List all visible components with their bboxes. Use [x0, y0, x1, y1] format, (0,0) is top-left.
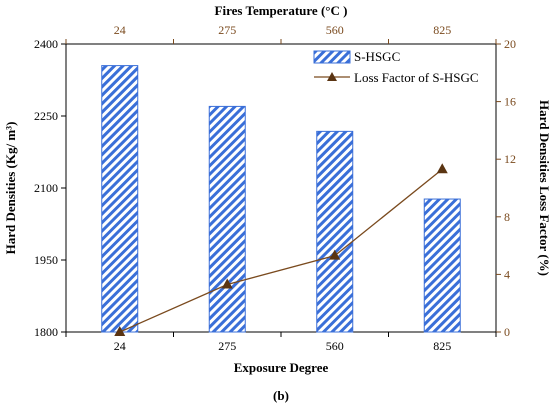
loss-factor-point-825 [436, 163, 448, 174]
y-right-tick-label: 4 [504, 267, 510, 281]
y-left-tick-label: 2250 [34, 109, 58, 123]
y-left-tick-label: 1800 [34, 325, 58, 339]
bar-825 [423, 198, 461, 333]
x-top-tick-label: 275 [218, 23, 236, 37]
y-axis-title-right: Hard Densities Loss Factor (%) [537, 100, 550, 276]
loss-factor-point-560 [329, 249, 341, 260]
figure-caption: (b) [273, 388, 289, 403]
legend-marker-line [327, 72, 337, 81]
y-left-tick-label: 2100 [34, 181, 58, 195]
bar-560 [316, 130, 354, 333]
x-bottom-tick-label: 275 [218, 339, 236, 353]
legend-label-line: Loss Factor of S-HSGC [354, 70, 479, 85]
y-right-tick-label: 20 [504, 37, 516, 51]
bar-275 [208, 105, 246, 333]
y-left-tick-label: 2400 [34, 37, 58, 51]
y-axis-title-left: Hard Densities (Kg/ m³) [3, 122, 18, 255]
x-axis-title: Exposure Degree [234, 360, 329, 375]
legend: S-HSGC Loss Factor of S-HSGC [313, 49, 479, 85]
y-right-tick-label: 12 [504, 152, 516, 166]
x-bottom-tick-label: 560 [326, 339, 344, 353]
loss-factor-line [119, 168, 443, 333]
y-right-tick-label: 8 [504, 210, 510, 224]
loss-factor-point-275 [221, 278, 233, 289]
legend-label-bars: S-HSGC [354, 49, 400, 64]
x-top-tick-label: 825 [433, 23, 451, 37]
top-axis-title: Fires Temperature (°C ) [215, 3, 348, 18]
x-top-tick-label: 560 [326, 23, 344, 37]
bar-24 [101, 65, 139, 333]
y-right-tick-label: 0 [504, 325, 510, 339]
x-bottom-tick-label: 825 [433, 339, 451, 353]
y-left-tick-label: 1950 [34, 253, 58, 267]
y-right-tick-label: 16 [504, 95, 516, 109]
x-bottom-tick-label: 24 [114, 339, 126, 353]
loss-factor-point-24 [114, 326, 126, 336]
legend-swatch-bars [313, 50, 351, 64]
x-top-tick-label: 24 [114, 23, 126, 37]
